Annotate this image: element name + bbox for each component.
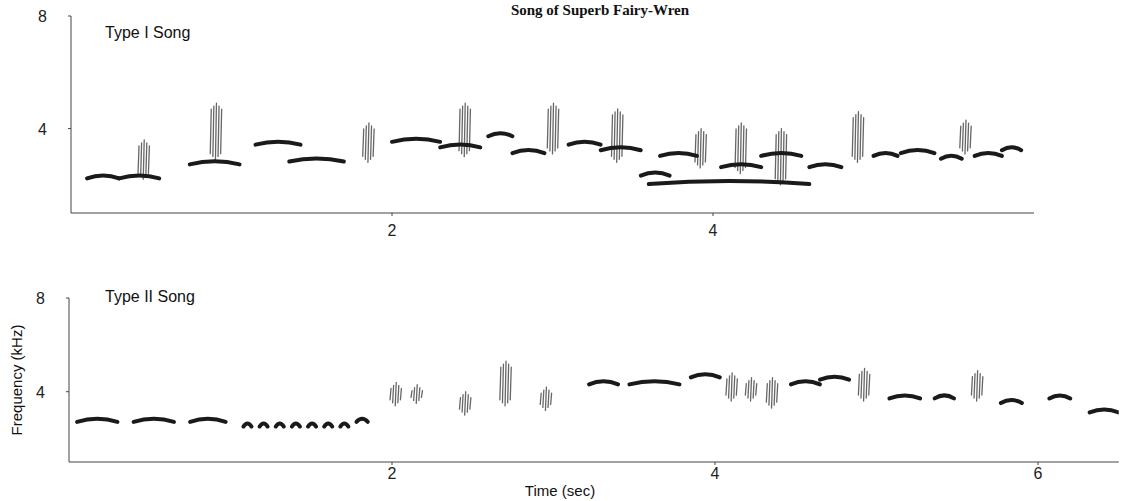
x-axis — [71, 213, 1034, 214]
tone-note — [289, 159, 344, 162]
tone-note — [1001, 400, 1022, 403]
tone-note — [276, 424, 284, 427]
tone-note — [292, 424, 300, 427]
buzz-note — [726, 373, 737, 401]
panel-title: Type II Song — [105, 288, 195, 305]
tone-note — [512, 150, 544, 153]
tone-note — [243, 424, 251, 427]
buzz-note — [547, 103, 558, 154]
y-axis — [69, 298, 70, 462]
tone-note — [190, 161, 240, 164]
tone-note — [820, 377, 849, 380]
y-tick — [68, 16, 71, 17]
buzz-note — [695, 129, 706, 168]
buzz-note — [971, 371, 982, 401]
tone-note — [190, 419, 226, 422]
tone-note — [941, 156, 962, 159]
tone-note — [809, 164, 841, 167]
x-axis-title: Time (sec) — [525, 482, 595, 499]
marks — [77, 361, 1119, 426]
tone-note — [77, 419, 117, 422]
buzz-note — [411, 385, 422, 404]
y-tick — [66, 391, 69, 392]
tone-note — [1090, 409, 1119, 412]
tone-note — [889, 395, 920, 398]
buzz-note — [960, 120, 971, 154]
x-tick-label: 4 — [709, 222, 718, 239]
tone-note — [649, 181, 810, 184]
tone-note — [629, 381, 679, 384]
tone-note — [601, 147, 641, 150]
tone-note — [1002, 147, 1021, 150]
y-tick-label: 4 — [36, 384, 45, 401]
panel-title: Type I Song — [105, 24, 190, 41]
y-axis-title: Frequency (kHz) — [8, 325, 25, 436]
figure-title: Song of Superb Fairy-Wren — [511, 2, 690, 18]
x-tick-label: 4 — [711, 465, 720, 482]
buzz-note — [612, 109, 623, 162]
buzz-note — [210, 103, 221, 159]
tone-note — [440, 144, 480, 147]
tone-note — [256, 142, 301, 145]
x-axis — [69, 462, 1119, 463]
tone-note — [134, 419, 174, 422]
tone-note — [791, 381, 820, 384]
tone-note — [392, 139, 440, 142]
buzz-note — [858, 368, 869, 401]
buzz-note — [363, 123, 374, 162]
tone-note — [589, 381, 618, 384]
tone-note — [901, 150, 935, 153]
tone-note — [488, 133, 512, 136]
y-tick-label: 4 — [38, 121, 47, 138]
buzz-note — [500, 361, 511, 406]
tone-note — [308, 424, 316, 427]
tone-note — [260, 424, 268, 427]
y-axis — [71, 16, 72, 213]
figure: Song of Superb Fairy-Wren 2 4 4 8 Type I Song… — [0, 0, 1138, 501]
buzz-note — [459, 103, 470, 156]
tone-note — [761, 153, 801, 156]
tone-note — [975, 153, 1002, 156]
y-tick-label: 8 — [38, 8, 47, 25]
buzz-note — [766, 378, 777, 408]
buzz-note — [138, 140, 149, 179]
buzz-note — [390, 382, 401, 405]
panel: 2 4 6 4 8 Type II Song Time (sec) Frequency (kH… — [8, 288, 1119, 499]
tone-note — [87, 175, 119, 178]
y-tick — [68, 128, 71, 129]
y-tick — [66, 298, 69, 299]
tone-note — [356, 419, 367, 422]
buzz-note — [459, 392, 470, 415]
buzz-note — [775, 129, 786, 185]
tone-note — [721, 164, 761, 167]
tone-note — [641, 173, 670, 176]
x-tick — [392, 213, 393, 216]
tone-note — [119, 175, 159, 178]
tone-note — [874, 153, 898, 156]
tone-note — [324, 424, 332, 427]
tone-note — [340, 424, 348, 427]
buzz-note — [852, 112, 863, 163]
tone-note — [660, 153, 697, 156]
panel: 2 4 4 8 Type I Song — [38, 8, 1034, 239]
buzz-note — [745, 378, 756, 401]
tone-note — [569, 142, 601, 145]
tone-note — [1049, 395, 1070, 398]
tone-note — [691, 374, 720, 377]
y-tick-label: 8 — [36, 290, 45, 307]
x-tick-label: 2 — [388, 465, 397, 482]
marks — [87, 103, 1021, 185]
buzz-note — [540, 387, 551, 410]
x-tick-label: 6 — [1034, 465, 1043, 482]
x-tick-label: 2 — [388, 222, 397, 239]
tone-note — [935, 395, 954, 398]
x-tick — [713, 213, 714, 216]
